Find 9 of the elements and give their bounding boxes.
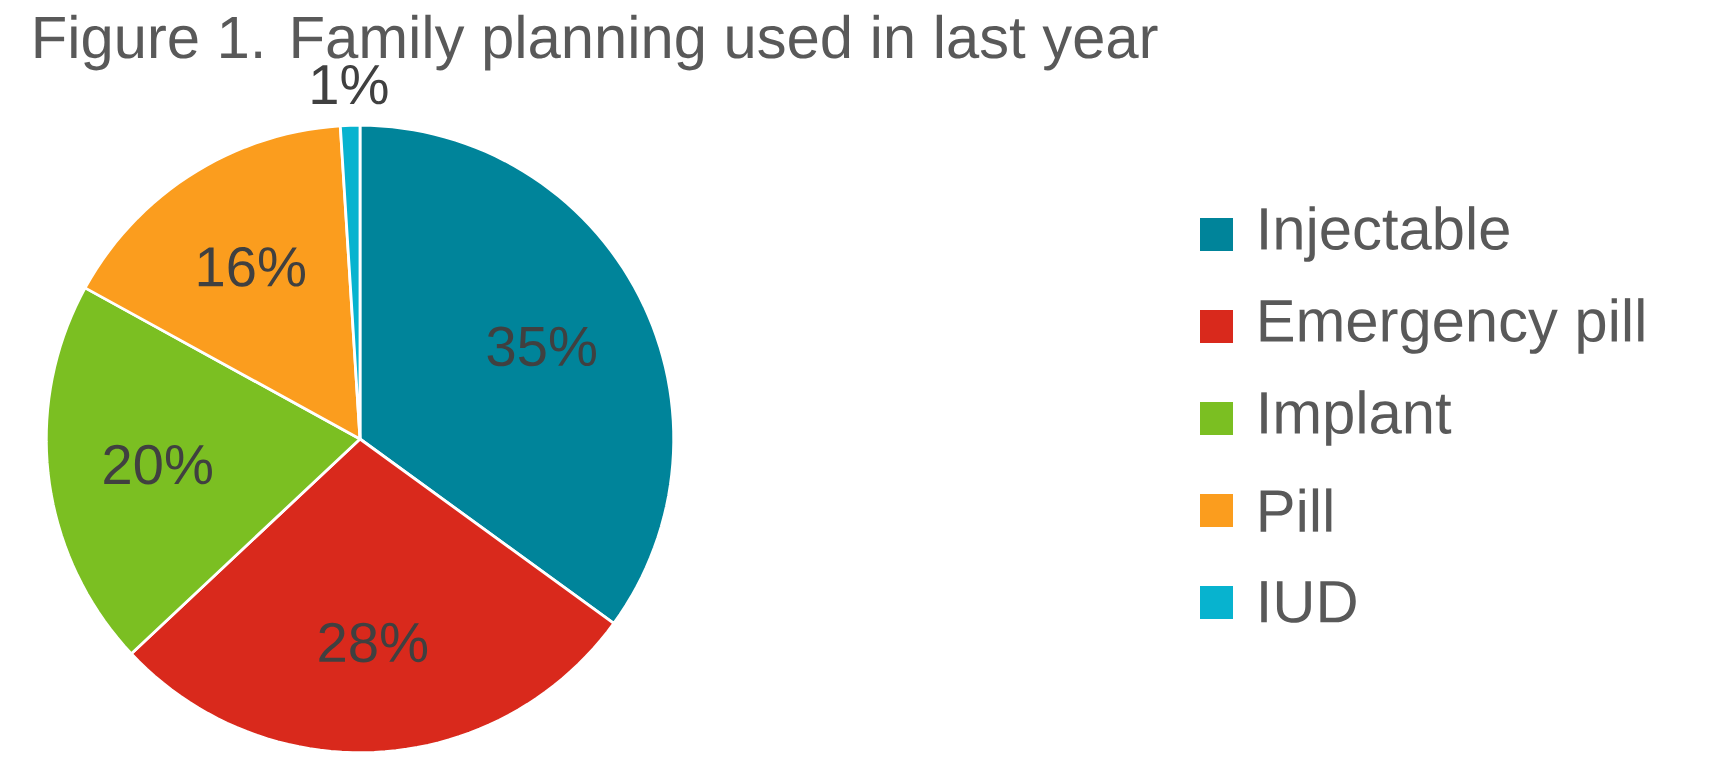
data-label: 35% <box>487 326 596 367</box>
data-label: 16% <box>198 246 305 287</box>
data-label: 28% <box>319 622 428 663</box>
data-label: 20% <box>104 444 212 485</box>
legend-label: Implant <box>1261 390 1452 446</box>
legend-label: IUD <box>1261 581 1356 623</box>
legend-label: Emergency pill <box>1260 298 1644 354</box>
legend-label: Injectable <box>1261 206 1509 262</box>
legend-label: Pill <box>1260 488 1332 532</box>
